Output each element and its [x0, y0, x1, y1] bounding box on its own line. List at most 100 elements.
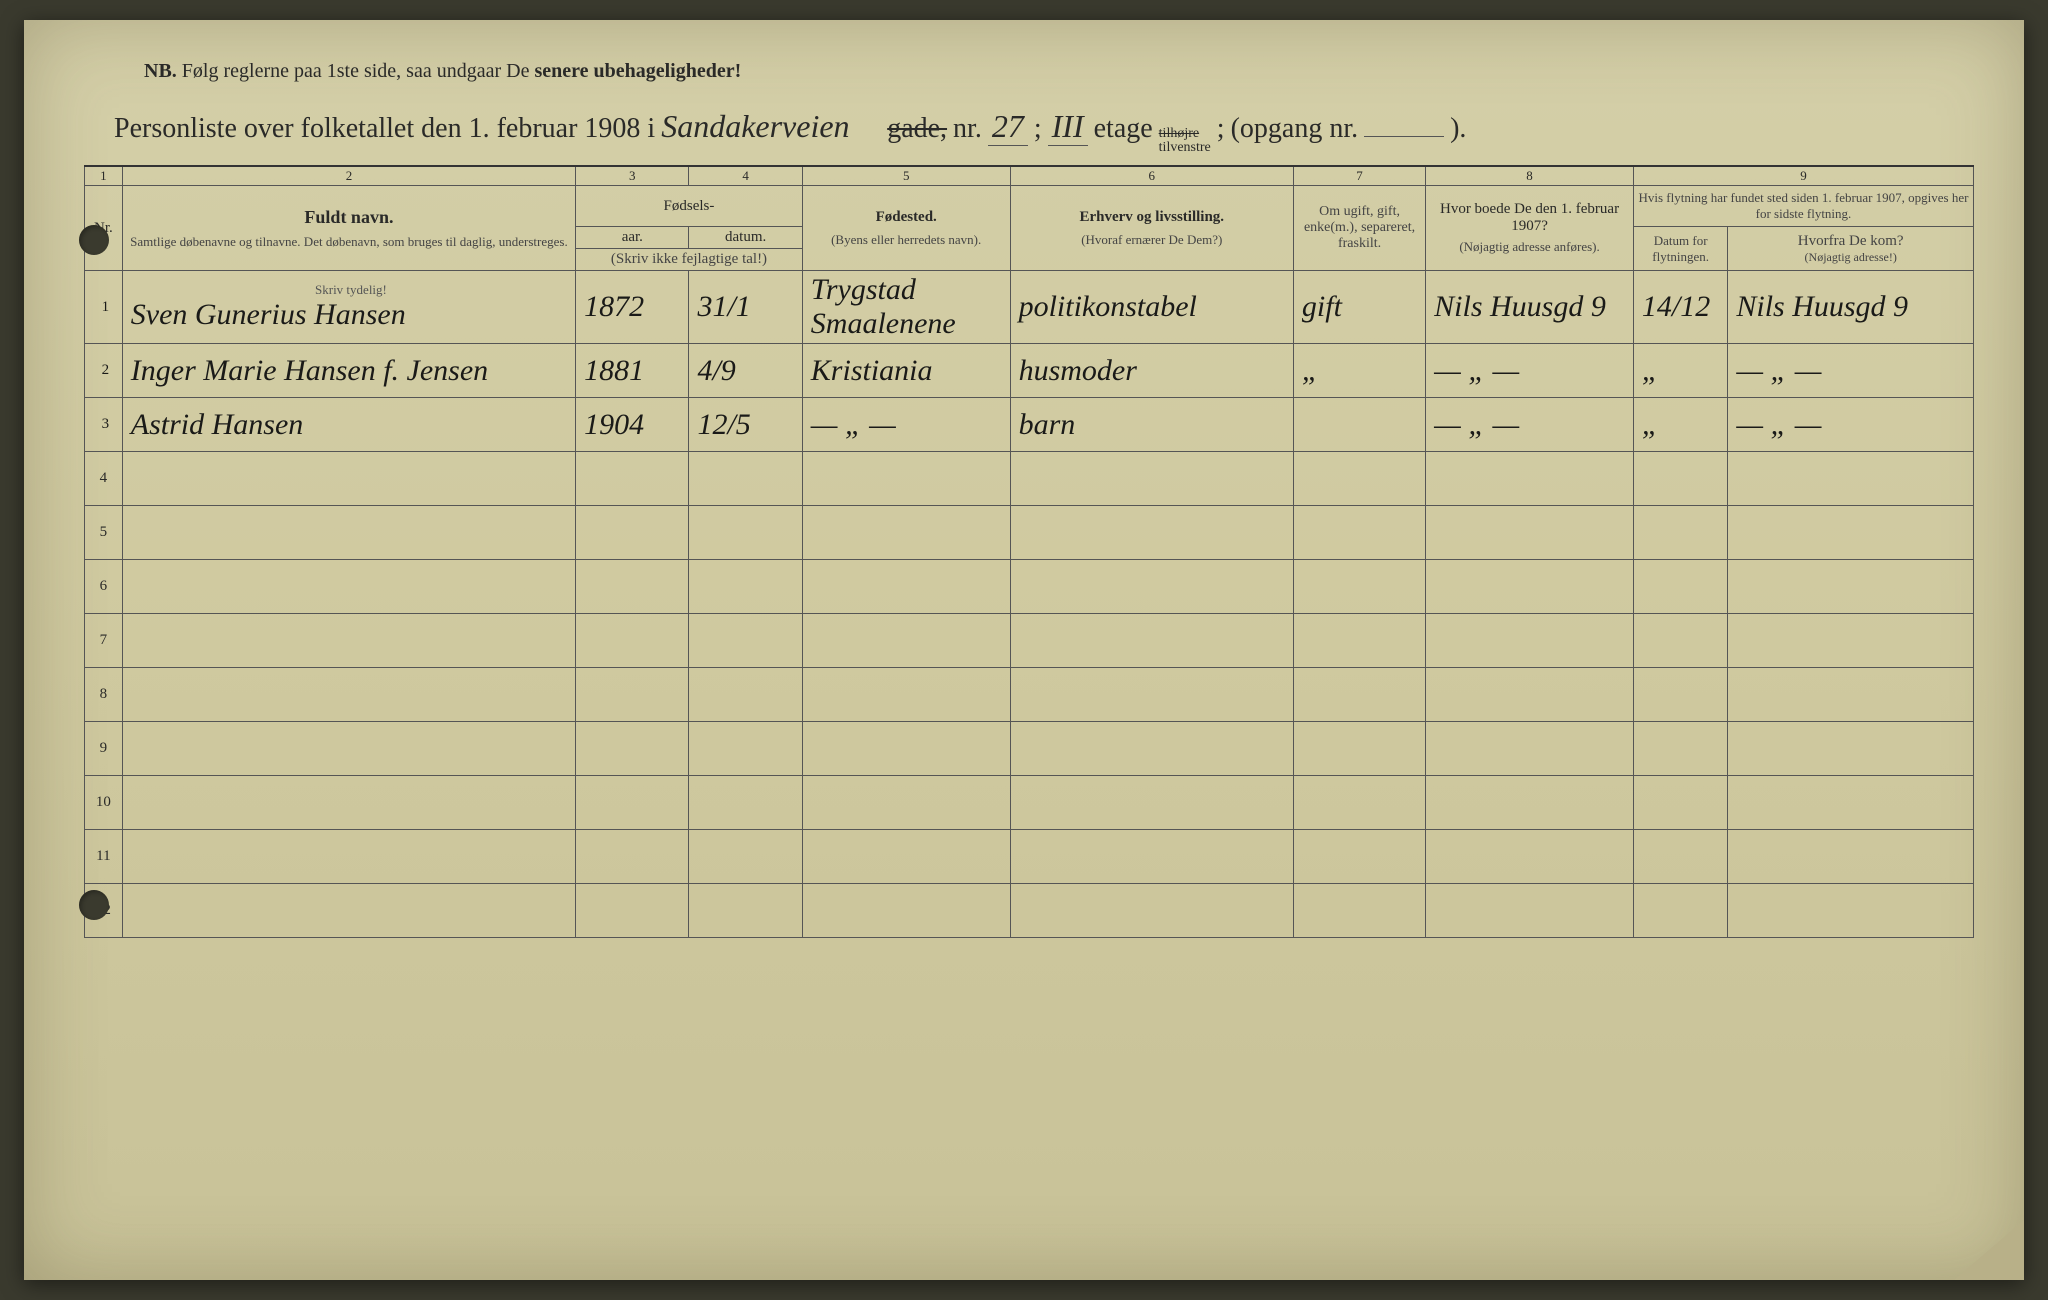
cell-empty — [1633, 614, 1727, 668]
cell-empty — [1010, 830, 1293, 884]
cell-empty — [122, 452, 575, 506]
hdr-name: Fuldt navn. Samtlige døbenavne og tilnav… — [122, 186, 575, 271]
cell-name: Inger Marie Hansen f. Jensen — [122, 344, 575, 398]
cell-moved-date: 14/12 — [1633, 271, 1727, 344]
cell-empty — [1426, 668, 1634, 722]
hdr-moved-from: Hvorfra De kom? (Nøjagtig adresse!) — [1728, 227, 1974, 271]
cell-empty — [576, 560, 689, 614]
hdr-prev-sub: (Nøjagtig adresse anføres). — [1430, 239, 1629, 255]
cell-empty — [1010, 614, 1293, 668]
colnum: 2 — [122, 166, 575, 186]
cell-status: „ — [1293, 344, 1425, 398]
punch-hole-bottom — [79, 890, 109, 920]
nr-value: 27 — [988, 108, 1028, 146]
table-body: 1 Skriv tydelig! Sven Gunerius Hansen 18… — [85, 271, 1974, 938]
cell-empty — [1633, 722, 1727, 776]
cell-empty — [1293, 776, 1425, 830]
semi2: ; — [1217, 113, 1225, 145]
hdr-name-sub: Samtlige døbenavne og tilnavne. Det døbe… — [127, 234, 571, 250]
cell-empty — [1426, 560, 1634, 614]
table-row-empty: 6 — [85, 560, 1974, 614]
cell-empty — [689, 776, 802, 830]
cell-nr: 8 — [85, 668, 123, 722]
cell-empty — [122, 830, 575, 884]
cell-date: 4/9 — [689, 344, 802, 398]
cell-moved-date: „ — [1633, 344, 1727, 398]
cell-empty — [122, 614, 575, 668]
cell-nr: 5 — [85, 506, 123, 560]
cell-status: gift — [1293, 271, 1425, 344]
table-row-empty: 9 — [85, 722, 1974, 776]
nb-prefix: NB. — [144, 60, 177, 82]
cell-birthplace: — „ — — [802, 398, 1010, 452]
cell-empty — [1728, 560, 1974, 614]
cell-moved-from: Nils Huusgd 9 — [1728, 271, 1974, 344]
cell-empty — [1728, 452, 1974, 506]
cell-empty — [1010, 506, 1293, 560]
cell-empty — [1426, 614, 1634, 668]
cell-empty — [1293, 560, 1425, 614]
cell-empty — [576, 614, 689, 668]
hdr-fodested-sub: (Byens eller herredets navn). — [807, 232, 1006, 248]
cell-empty — [122, 776, 575, 830]
cell-empty — [1010, 884, 1293, 938]
cell-empty — [576, 722, 689, 776]
cell-empty — [1728, 506, 1974, 560]
cell-empty — [689, 452, 802, 506]
title-line: Personliste over folketallet den 1. febr… — [114, 108, 1974, 155]
cell-nr: 2 — [85, 344, 123, 398]
cell-empty — [1728, 722, 1974, 776]
hdr-occupation: Erhverv og livsstilling. (Hvoraf ernærer… — [1010, 186, 1293, 271]
nb-text2: senere ubehageligheder! — [534, 60, 741, 82]
census-table: 1 2 3 4 5 6 7 8 9 Nr. Fuldt navn. Samtli… — [84, 165, 1974, 938]
cell-empty — [1293, 668, 1425, 722]
hdr-aar: aar. — [576, 227, 689, 249]
tilhoire: tilhøjre — [1159, 126, 1199, 141]
cell-empty — [576, 506, 689, 560]
cell-empty — [576, 884, 689, 938]
cell-date: 31/1 — [689, 271, 802, 344]
opgang-close: ). — [1450, 113, 1466, 145]
cell-empty — [576, 452, 689, 506]
cell-nr: 10 — [85, 776, 123, 830]
cell-empty — [1426, 776, 1634, 830]
cell-year: 1872 — [576, 271, 689, 344]
nb-instruction: NB. Følg reglerne paa 1ste side, saa und… — [144, 60, 1974, 83]
nb-text1: Følg reglerne paa 1ste side, saa undgaar… — [182, 60, 535, 82]
hdr-moved-date: Datum for flytningen. — [1633, 227, 1727, 271]
cell-empty — [576, 668, 689, 722]
cell-nr: 3 — [85, 398, 123, 452]
cell-empty — [1010, 776, 1293, 830]
cell-empty — [1293, 830, 1425, 884]
page-corner-fold — [1954, 1220, 2024, 1280]
cell-empty — [802, 830, 1010, 884]
hdr-moved-from-sub: (Nøjagtig adresse!) — [1732, 250, 1969, 265]
cell-empty — [802, 506, 1010, 560]
cell-empty — [122, 722, 575, 776]
colnum: 4 — [689, 166, 802, 186]
hdr-status: Om ugift, gift, enke(m.), separeret, fra… — [1293, 186, 1425, 271]
cell-empty — [1728, 776, 1974, 830]
cell-empty — [1633, 884, 1727, 938]
cell-empty — [576, 830, 689, 884]
cell-empty — [802, 884, 1010, 938]
cell-empty — [1293, 722, 1425, 776]
table-row-empty: 5 — [85, 506, 1974, 560]
cell-year: 1881 — [576, 344, 689, 398]
tilvenstre: tilvenstre — [1159, 140, 1211, 155]
cell-status — [1293, 398, 1425, 452]
cell-empty — [122, 560, 575, 614]
cell-empty — [1293, 452, 1425, 506]
table-row-empty: 8 — [85, 668, 1974, 722]
cell-empty — [1010, 560, 1293, 614]
colnum: 6 — [1010, 166, 1293, 186]
cell-empty — [1293, 884, 1425, 938]
cell-empty — [122, 884, 575, 938]
colnum: 5 — [802, 166, 1010, 186]
cell-empty — [1426, 452, 1634, 506]
cell-date: 12/5 — [689, 398, 802, 452]
cell-name-text: Sven Gunerius Hansen — [131, 298, 406, 331]
cell-empty — [1633, 452, 1727, 506]
hdr-erhverv-sub: (Hvoraf ernærer De Dem?) — [1015, 232, 1289, 248]
cell-empty — [689, 884, 802, 938]
